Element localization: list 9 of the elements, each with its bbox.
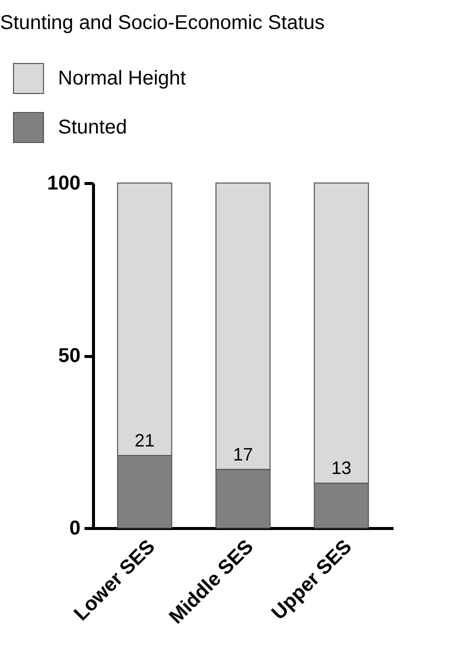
legend-label: Stunted	[58, 116, 127, 138]
y-tick-label: 100	[47, 172, 80, 194]
chart-title: Stunting and Socio-Economic Status	[0, 12, 325, 34]
data-label: 13	[331, 458, 352, 478]
legend-label: Normal Height	[58, 68, 186, 90]
data-label: 17	[232, 444, 254, 464]
y-tick-label: 50	[58, 345, 80, 367]
y-tick-label: 0	[69, 518, 80, 540]
data-label: 21	[134, 430, 155, 451]
